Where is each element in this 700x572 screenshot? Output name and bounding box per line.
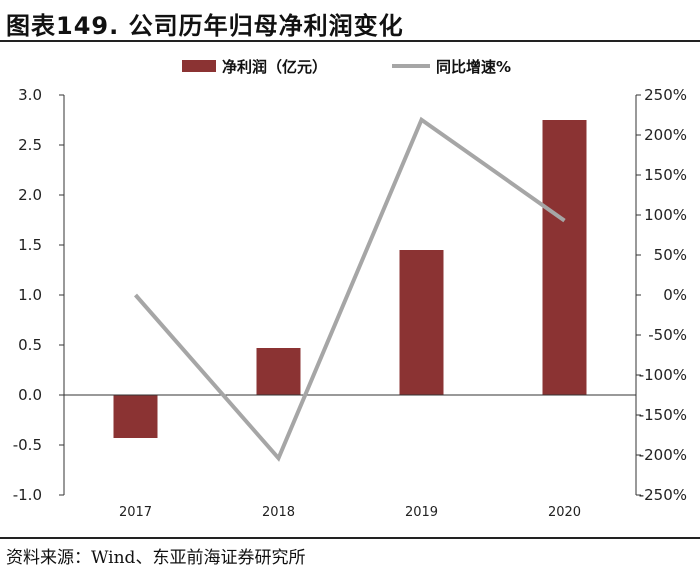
category-label-2019: 2019 [405,505,438,520]
bar-2018 [256,348,301,395]
chart-title: 图表149. 公司历年归母净利润变化 [6,12,404,40]
bar-series-net-profit [113,120,587,438]
legend-label-yoy-growth: 同比增速% [436,58,511,76]
left-tick-label: 2.0 [18,186,42,204]
right-tick-label: -100% [639,366,687,384]
right-tick-label: -50% [648,326,687,344]
legend-swatch-net-profit [182,60,216,72]
left-tick-label: 1.0 [18,286,42,304]
left-axis-ticks: 3.0 2.5 2.0 1.5 1.0 0.5 0.0 -0.5 -1.0 [13,86,64,504]
bar-2017 [113,395,158,438]
left-tick-label: -0.5 [13,436,42,454]
combo-chart: 净利润（亿元） 同比增速% 3.0 2.5 2.0 1.5 1.0 0.5 0.0 -0.5 -… [13,58,687,520]
left-tick-label: 1.5 [18,236,42,254]
category-label-2020: 2020 [548,505,581,520]
yoy-growth-line [133,116,566,462]
right-tick-label: -150% [639,406,687,424]
legend: 净利润（亿元） 同比增速% [182,58,511,76]
left-tick-label: 0.0 [18,386,42,404]
bar-2019 [399,250,444,395]
category-label-2018: 2018 [262,505,295,520]
footer-divider [0,537,700,539]
left-tick-label: 0.5 [18,336,42,354]
line-series-yoy-growth [133,116,566,462]
left-tick-label: 2.5 [18,136,42,154]
category-labels: 2017 2018 2019 2020 [119,505,581,520]
right-tick-label: 250% [644,86,687,104]
left-tick-label: -1.0 [13,486,42,504]
right-tick-label: -200% [639,446,687,464]
right-axis-ticks: 250% 200% 150% 100% 50% 0% -50% -100% -150% -200%… [636,86,687,504]
right-tick-label: 50% [654,246,687,264]
title-divider [0,40,700,42]
right-tick-label: -250% [639,486,687,504]
title-bar: 图表149. 公司历年归母净利润变化 [0,0,700,44]
right-tick-label: 200% [644,126,687,144]
source-note: 资料来源：Wind、东亚前海证券研究所 [6,548,306,568]
right-tick-label: 100% [644,206,687,224]
category-label-2017: 2017 [119,505,152,520]
right-tick-label: 0% [663,286,687,304]
left-tick-label: 3.0 [18,86,42,104]
bar-2020 [542,120,587,395]
right-tick-label: 150% [644,166,687,184]
legend-label-net-profit: 净利润（亿元） [222,58,327,76]
